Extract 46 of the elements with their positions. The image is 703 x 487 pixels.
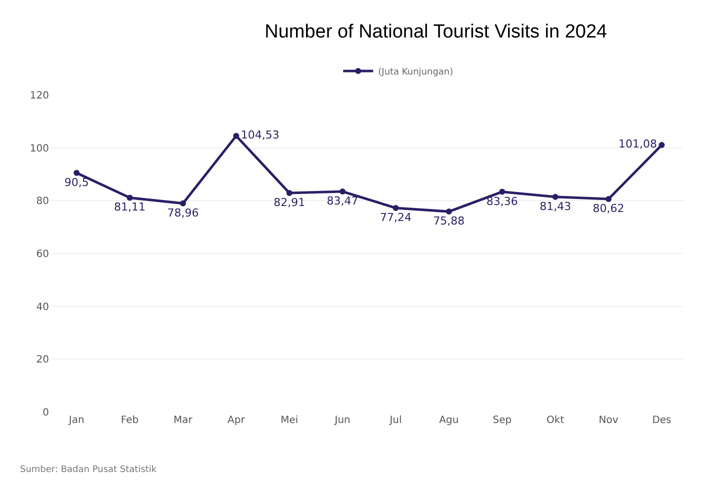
point xyxy=(392,204,399,211)
data-label: 81,11 xyxy=(114,200,146,214)
x-tick-label: Nov xyxy=(598,415,618,426)
data-label: 81,43 xyxy=(540,200,572,213)
x-tick-label: Sep xyxy=(492,415,512,426)
point xyxy=(446,208,452,215)
data-label: 90,5 xyxy=(64,176,89,189)
x-tick-label: Jan xyxy=(68,415,84,426)
y-tick-label: 0 xyxy=(42,408,49,418)
x-tick-label: Mar xyxy=(174,415,194,426)
x-tick-label: Mei xyxy=(280,415,298,426)
point xyxy=(286,190,292,196)
x-tick-label: Jun xyxy=(334,415,350,426)
y-tick-label: 60 xyxy=(36,249,49,260)
point xyxy=(340,188,346,194)
legend-label: (Juta Kunjungan) xyxy=(378,68,454,78)
point xyxy=(233,132,240,139)
y-tick-label: 80 xyxy=(36,196,49,208)
data-label: 83,36 xyxy=(486,194,518,208)
x-tick-label: Apr xyxy=(228,415,246,426)
data-label: 101,08 xyxy=(618,138,657,151)
point xyxy=(552,194,558,200)
y-tick-label: 100 xyxy=(30,143,49,154)
point xyxy=(180,200,186,206)
y-tick-label: 20 xyxy=(36,354,49,366)
x-tick-label: Des xyxy=(652,415,672,426)
x-tick-label: Feb xyxy=(120,415,139,426)
data-label: 80,62 xyxy=(592,202,624,216)
x-tick-label: Jul xyxy=(388,415,402,426)
text: Sumber: Badan Pusat Statistik xyxy=(20,465,158,475)
y-tick-label: 40 xyxy=(36,302,49,313)
x-tick-label: Okt xyxy=(546,415,564,426)
data-label: 75,88 xyxy=(433,214,465,228)
data-label: 78,96 xyxy=(167,206,199,220)
point xyxy=(499,188,506,195)
point xyxy=(658,142,665,148)
point xyxy=(74,170,80,176)
x-tick-label: Agu xyxy=(439,415,459,426)
point xyxy=(126,194,133,201)
data-label: 104,53 xyxy=(240,128,280,142)
data-label: 77,24 xyxy=(380,210,412,224)
y-tick-label: 120 xyxy=(30,90,49,102)
chart-title: Number of National Tourist Visits in 2024 xyxy=(264,22,608,43)
data-label: 83,47 xyxy=(326,194,358,208)
point xyxy=(606,196,612,202)
data-label: 82,91 xyxy=(274,196,306,209)
